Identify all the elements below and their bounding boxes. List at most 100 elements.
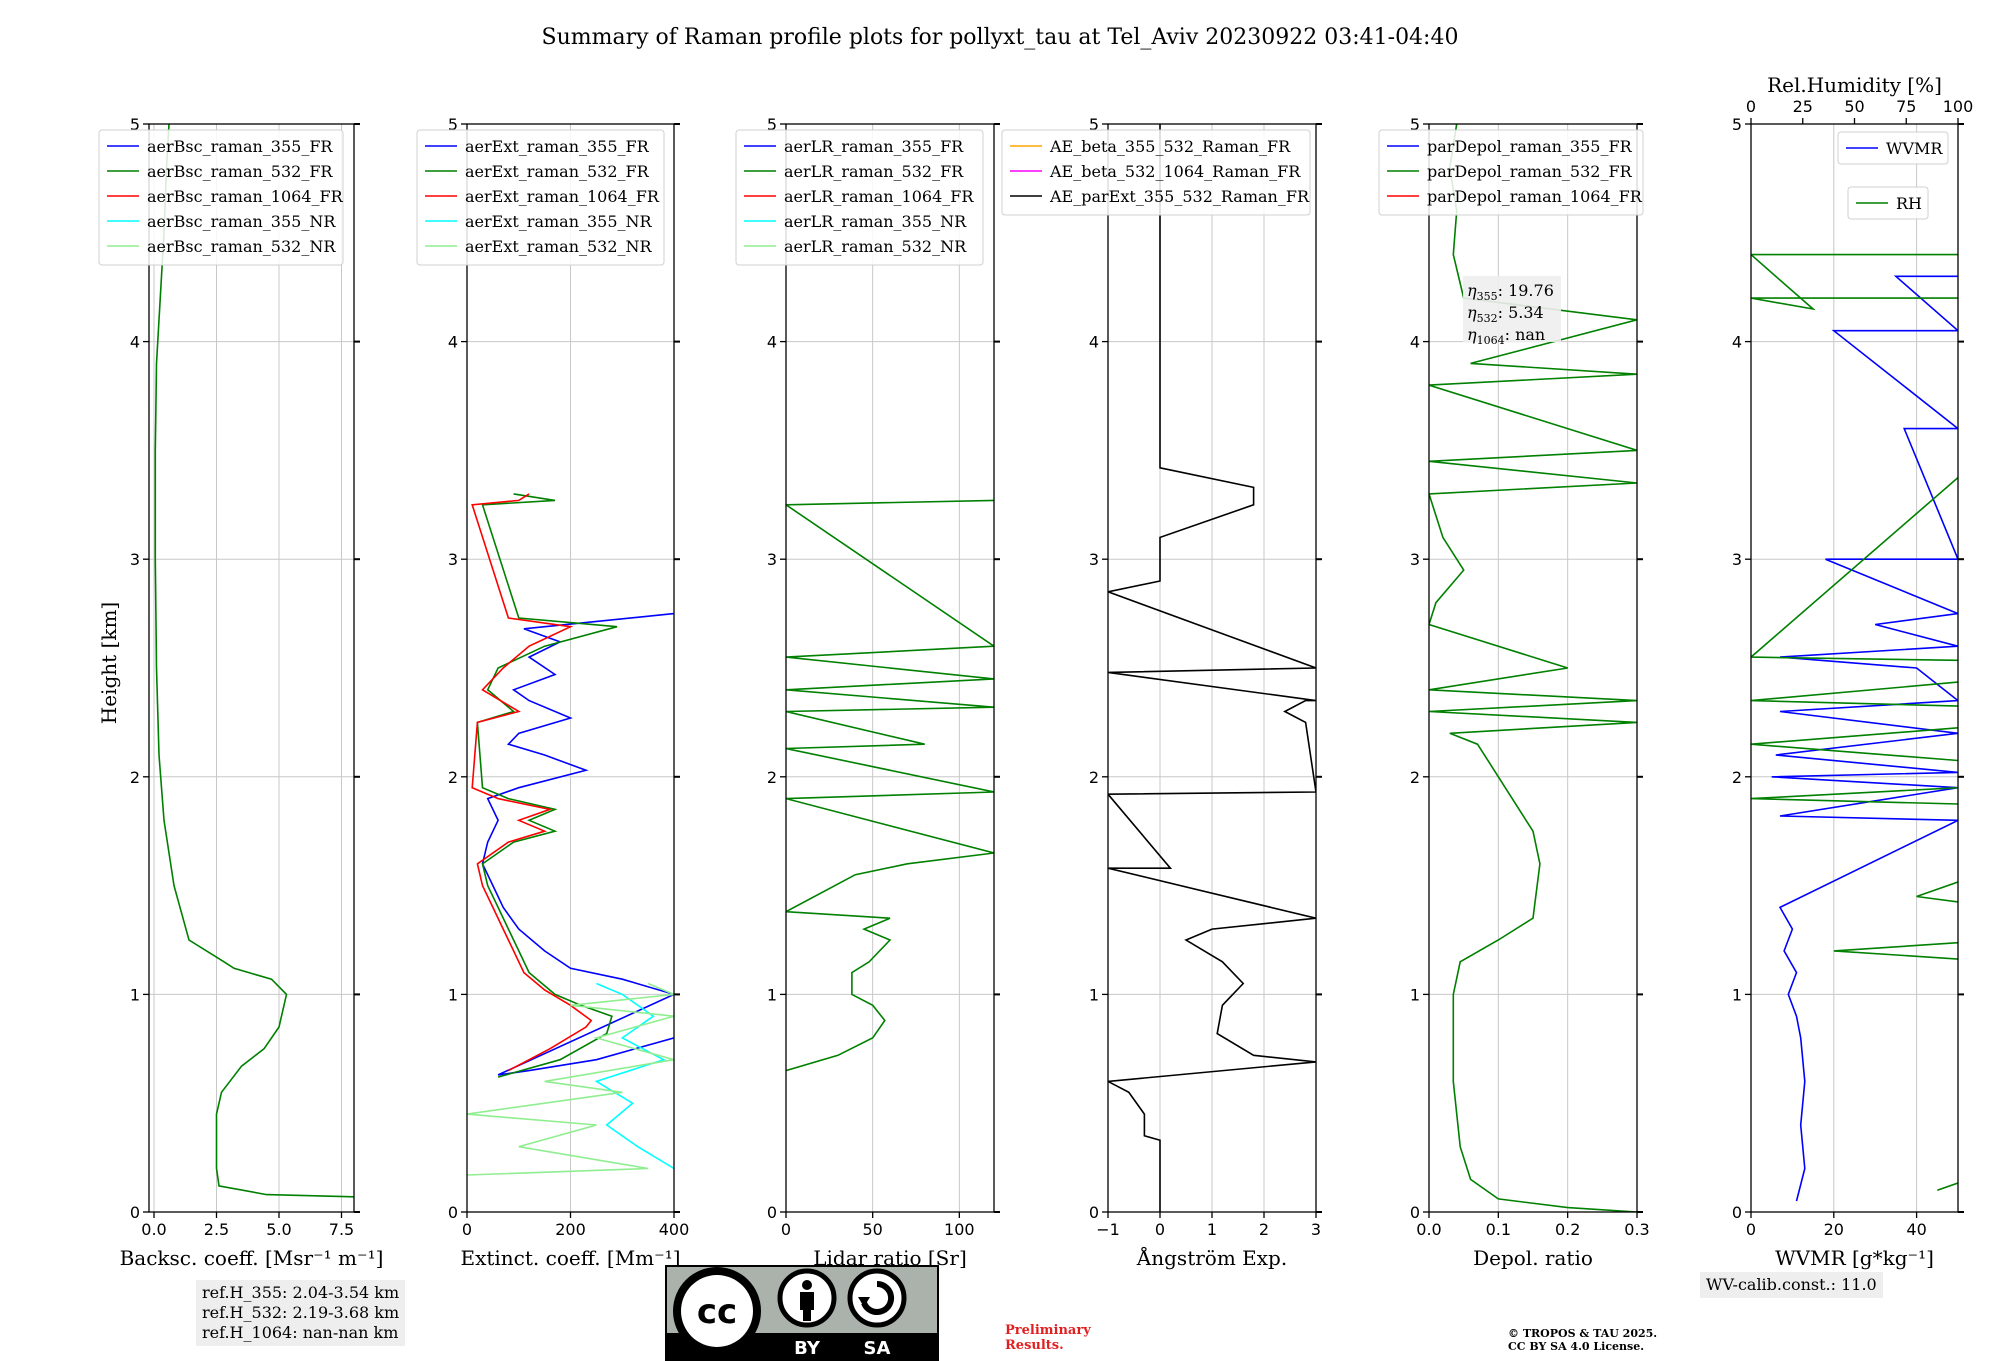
- legend-entry: aerBsc_raman_355_FR: [147, 137, 333, 156]
- y-tick-label: 3: [130, 550, 140, 569]
- legend-entry: aerLR_raman_1064_FR: [784, 187, 974, 206]
- legend-entry: AE_beta_355_532_Raman_FR: [1049, 137, 1291, 156]
- series-line-aerBsc_raman_532_FR: [154, 124, 354, 1198]
- legend-entry: aerExt_raman_532_NR: [465, 237, 653, 256]
- series-line-aerExt_raman_532_NR: [467, 982, 674, 1176]
- panel-extinction: 0 1 2 3 4 5 0 200 400 Extinct. coeff. [Mm⁻¹] aerEx…: [416, 115, 690, 1270]
- series-line-aerLR_raman_532_FR: [786, 499, 994, 1072]
- x-tick-label: 0: [1746, 1220, 1756, 1239]
- y-tick-label: 4: [130, 333, 140, 352]
- y-tick-label: 5: [1732, 115, 1742, 134]
- y-tick-label: 2: [130, 768, 140, 787]
- legend-entry: AE_parExt_355_532_Raman_FR: [1049, 187, 1310, 206]
- x-axis-label: Ångström Exp.: [1136, 1245, 1287, 1270]
- cc-badge-text: cc: [697, 1292, 737, 1332]
- preliminary-note: Preliminary Results.: [1005, 1323, 1091, 1353]
- y-tick-label: 0: [1089, 1203, 1099, 1222]
- legend-entry: aerExt_raman_355_FR: [465, 137, 650, 156]
- series-line-AE_parExt_355_532_Raman_FR: [1108, 124, 1316, 1212]
- ref-height-532: ref.H_532: 2.19-3.68 km: [202, 1303, 400, 1322]
- axes-frame: [1428, 123, 1638, 1213]
- x-tick-label: 50: [862, 1220, 882, 1239]
- x-tick-label: 2.5: [204, 1220, 229, 1239]
- y-tick-label: 1: [1410, 985, 1420, 1004]
- legend-box: [735, 129, 984, 266]
- x-axis-label: Depol. ratio: [1473, 1246, 1593, 1270]
- legend-entry: aerLR_raman_355_FR: [784, 137, 964, 156]
- series-group: [1108, 124, 1316, 1212]
- x-tick-label: −1: [1096, 1220, 1120, 1239]
- legend-entry: WVMR: [1886, 139, 1943, 158]
- y-tick-label: 5: [767, 115, 777, 134]
- x-tick-label: 0: [781, 1220, 791, 1239]
- y-tick-label: 1: [767, 985, 777, 1004]
- ref-height-1064: ref.H_1064: nan-nan km: [202, 1323, 399, 1342]
- y-tick-label: 2: [1410, 768, 1420, 787]
- top-x-axis-label: Rel.Humidity [%]: [1767, 73, 1942, 97]
- legend-entry: AE_beta_532_1064_Raman_FR: [1049, 162, 1301, 181]
- y-tick-label: 3: [767, 550, 777, 569]
- legend-entry: aerLR_raman_532_NR: [784, 237, 967, 256]
- legend-box: [1837, 131, 1949, 165]
- y-tick-label: 5: [1089, 115, 1099, 134]
- top-x-tick-label: 0: [1746, 97, 1756, 116]
- x-axis-label: WVMR [g*kg⁻¹]: [1775, 1246, 1934, 1270]
- legend-entry: parDepol_raman_1064_FR: [1427, 187, 1643, 206]
- eta-annotation-1064: η1064: nan: [1467, 325, 1545, 347]
- series-line-aerExt_raman_355_FR: [481, 612, 674, 1076]
- y-tick-label: 0: [767, 1203, 777, 1222]
- legend-entry: aerBsc_raman_1064_FR: [147, 187, 344, 206]
- y-tick-label: 0: [448, 1203, 458, 1222]
- series-group: [786, 499, 994, 1072]
- share-alike-icon: [847, 1268, 907, 1328]
- x-tick-label: 0.0: [141, 1220, 166, 1239]
- ref-height-355: ref.H_355: 2.04-3.54 km: [202, 1283, 400, 1302]
- series-line-aerExt_raman_355_NR: [594, 982, 674, 1170]
- eta-annotation-box: [1463, 276, 1561, 342]
- legend-entry: aerLR_raman_532_FR: [784, 162, 964, 181]
- legend-entry: aerExt_raman_532_FR: [465, 162, 650, 181]
- x-axis-label: Backsc. coeff. [Msr⁻¹ m⁻¹]: [120, 1246, 384, 1270]
- y-tick-label: 3: [1732, 550, 1742, 569]
- series-group: [154, 124, 354, 1198]
- top-x-tick-label: 25: [1793, 97, 1813, 116]
- eta-annotation-355: η355: 19.76: [1467, 281, 1554, 303]
- y-tick-label: 1: [130, 985, 140, 1004]
- y-tick-label: 0: [1732, 1203, 1742, 1222]
- x-tick-label: 7.5: [329, 1220, 354, 1239]
- legend-entry: aerExt_raman_355_NR: [465, 212, 653, 231]
- y-tick-label: 3: [1410, 550, 1420, 569]
- y-tick-label: 2: [767, 768, 777, 787]
- x-tick-label: 400: [659, 1220, 690, 1239]
- y-tick-label: 1: [448, 985, 458, 1004]
- copyright-note: © TROPOS & TAU 2025. CC BY SA 4.0 Licens…: [1508, 1327, 1657, 1353]
- preliminary-line-1: Preliminary: [1005, 1323, 1091, 1338]
- legend-box: [98, 129, 344, 266]
- series-line-parDepol_raman_532_FR: [1429, 124, 1637, 1212]
- legend-entry: parDepol_raman_532_FR: [1427, 162, 1633, 181]
- y-tick-label: 2: [448, 768, 458, 787]
- figure-title: Summary of Raman profile plots for polly…: [542, 25, 1459, 50]
- x-tick-label: 0.1: [1486, 1220, 1511, 1239]
- legend-entry: aerLR_raman_355_NR: [784, 212, 967, 231]
- x-tick-label: 0.3: [1624, 1220, 1649, 1239]
- x-tick-label: 100: [944, 1220, 975, 1239]
- top-x-tick-label: 100: [1943, 97, 1974, 116]
- legend-entry: aerBsc_raman_532_NR: [147, 237, 336, 256]
- y-tick-label: 1: [1089, 985, 1099, 1004]
- y-tick-label: 4: [1410, 333, 1420, 352]
- series-group: [1429, 124, 1637, 1212]
- legend-entry: parDepol_raman_355_FR: [1427, 137, 1633, 156]
- y-tick-label: 0: [1410, 1203, 1420, 1222]
- series-line-aerExt_raman_1064_FR: [471, 493, 593, 1072]
- y-tick-label: 4: [448, 333, 458, 352]
- x-tick-label: 0: [1155, 1220, 1165, 1239]
- x-tick-label: 40: [1906, 1220, 1926, 1239]
- series-line-WVMR: [1771, 275, 1958, 1202]
- y-tick-label: 1: [1732, 985, 1742, 1004]
- x-tick-label: 5.0: [266, 1220, 291, 1239]
- y-tick-label: 2: [1732, 768, 1742, 787]
